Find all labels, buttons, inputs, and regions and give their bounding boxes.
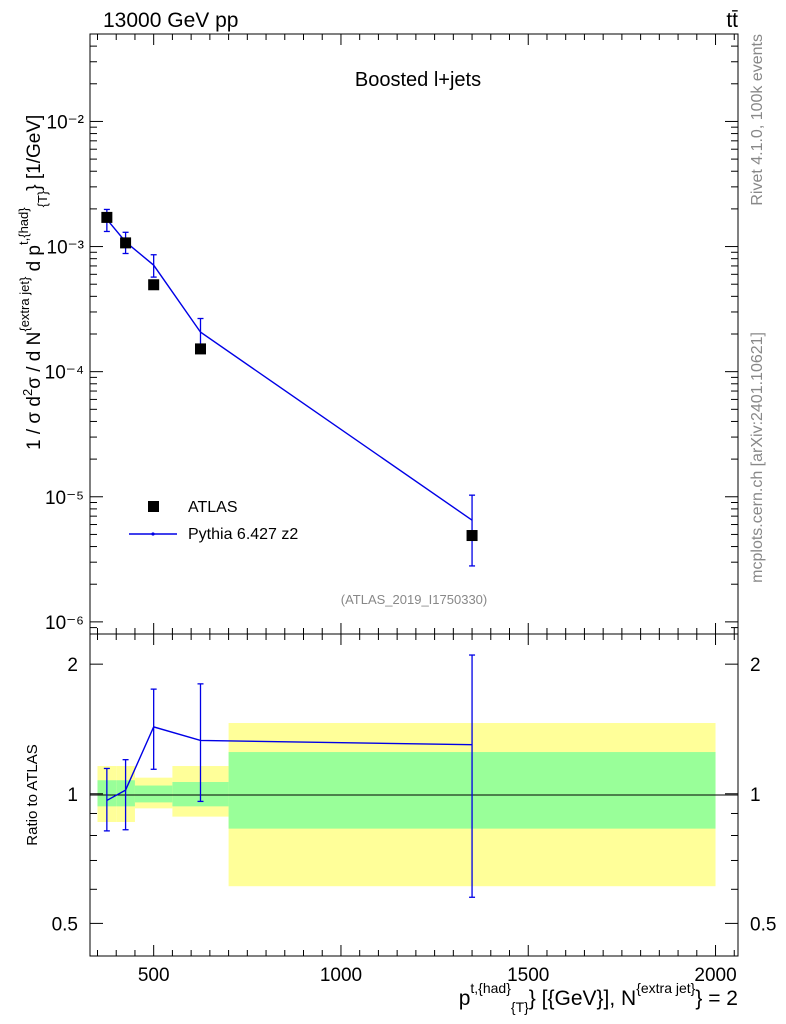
header-right: tt̄ — [726, 9, 738, 32]
main-ytick-label: 10⁻³ — [47, 238, 85, 259]
main-title: Boosted l+jets — [355, 69, 481, 91]
atlas-marker — [466, 530, 478, 542]
main-ytick-label: 10⁻⁶ — [45, 613, 84, 634]
legend: ATLAS Pythia 6.427 z2 — [129, 499, 298, 543]
mcplots-label: mcplots.cern.ch [arXiv:2401.10621] — [749, 332, 766, 583]
ratio-ytick-label-right: 2 — [750, 655, 761, 676]
legend-pythia-dot — [151, 532, 155, 536]
header-left: 13000 GeV pp — [103, 9, 238, 32]
main-ylabel-text: 1 / σ d2σ / d N{extra jet} d pt,{had}{T}… — [16, 115, 50, 450]
ratio-ylabel: Ratio to ATLAS — [24, 744, 41, 845]
legend-pythia-label: Pythia 6.427 z2 — [188, 526, 298, 543]
ratio-ytick-label-right: 1 — [750, 785, 761, 806]
ratio-panel: 500 1000 1500 2000 0.5 0.5 1 1 2 2 Ratio to ATLAS… — [24, 633, 776, 1015]
legend-atlas-marker — [148, 501, 159, 512]
ratio-ytick-label-left: 1 — [67, 785, 78, 806]
main-annotation: (ATLAS_2019_I1750330) — [341, 592, 487, 607]
ratio-xtick-label: 500 — [138, 965, 170, 986]
main-panel: Boosted l+jets (ATLAS_2019_I1750330) 10⁻… — [16, 33, 739, 635]
main-ytick-label: 10⁻⁴ — [45, 363, 84, 384]
ratio-ytick-label-left: 2 — [67, 655, 78, 676]
atlas-marker — [148, 279, 160, 291]
xlabel-text: pt,{had}{T}} [{GeV}], N{extra jet}} = 2 — [459, 980, 738, 1015]
main-ytick-label: 10⁻² — [47, 112, 85, 133]
main-ytick-label: 10⁻⁵ — [45, 488, 84, 509]
legend-atlas-label: ATLAS — [188, 499, 238, 516]
ratio-xtick-label: 1500 — [507, 965, 549, 986]
pythia-line — [106, 218, 473, 521]
ratio-inner-band — [134, 785, 173, 803]
ratio-frame — [89, 633, 739, 957]
ratio-ytick-label-right: 0.5 — [750, 914, 776, 935]
atlas-marker — [101, 211, 113, 223]
ratio-xtick-label: 2000 — [694, 965, 736, 986]
ratio-ytick-label-left: 0.5 — [52, 914, 78, 935]
xlabel: pt,{had}{T}} [{GeV}], N{extra jet}} = 2 — [459, 980, 738, 1015]
atlas-marker — [120, 237, 132, 249]
main-ylabel: 1 / σ d2σ / d N{extra jet} d pt,{had}{T}… — [16, 115, 50, 450]
ratio-pythia-line — [106, 726, 473, 802]
atlas-marker — [194, 343, 206, 355]
main-frame — [89, 33, 739, 635]
ratio-xtick-label: 1000 — [320, 965, 362, 986]
rivet-label: Rivet 4.1.0, 100k events — [749, 34, 766, 206]
